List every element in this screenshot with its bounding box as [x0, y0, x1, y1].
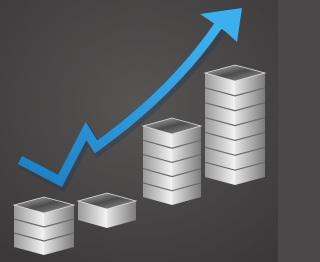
illustration	[0, 0, 278, 262]
page: (() => { const svg = document.getElement…	[0, 0, 278, 262]
cube-left-face	[205, 73, 235, 185]
cube-right-face	[235, 73, 265, 185]
cube-right-face	[172, 126, 201, 205]
cube-left-face	[14, 205, 44, 255]
cube-left-face	[143, 126, 172, 205]
cube-right-face	[44, 205, 74, 255]
